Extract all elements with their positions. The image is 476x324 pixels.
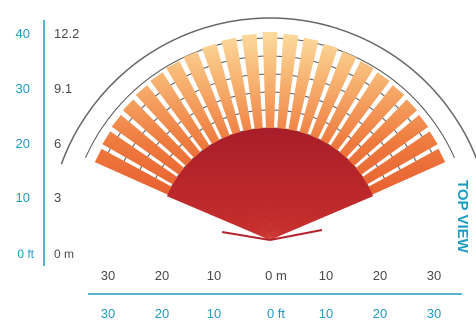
near-beam — [270, 133, 333, 240]
near-beam — [270, 128, 323, 240]
m-tick-label: 30 — [427, 268, 441, 283]
m-tick-label: 10 — [207, 268, 221, 283]
horizontal-scale-m: 30 20 10 0 m 10 20 30 — [101, 268, 441, 283]
m-tick-label: 30 — [101, 268, 115, 283]
horizontal-scale-ft: 30 20 10 0 ft 10 20 30 — [101, 306, 441, 321]
ft-tick-label: 30 — [16, 81, 30, 96]
ft-tick-label: 20 — [16, 136, 30, 151]
m-tick-label: 0 m — [265, 268, 287, 283]
ft-tick-label: 10 — [207, 306, 221, 321]
near-beam — [228, 128, 270, 240]
ft-tick-label: 30 — [427, 306, 441, 321]
m-tick-label: 3 — [54, 190, 61, 205]
near-beam — [172, 162, 270, 240]
ft-tick-label: 30 — [101, 306, 115, 321]
vertical-scale-m: 12.2 9.1 6 3 0 m — [54, 26, 79, 261]
ft-tick-label: 0 ft — [17, 247, 34, 261]
m-tick-label: 9.1 — [54, 81, 72, 96]
m-tick-label: 10 — [319, 268, 333, 283]
near-beam — [263, 128, 277, 240]
near-beam — [270, 128, 312, 240]
near-beam — [161, 182, 270, 240]
near-beam — [207, 133, 270, 240]
near-beam — [270, 146, 352, 240]
near-beam — [188, 146, 270, 240]
m-tick-label: 20 — [373, 268, 387, 283]
ft-tick-label: 0 ft — [267, 306, 285, 321]
near-beam — [239, 128, 270, 240]
ft-tick-label: 20 — [373, 306, 387, 321]
near-beam — [180, 153, 270, 240]
ft-tick-label: 10 — [16, 190, 30, 205]
top-view-label: TOP VIEW — [454, 180, 471, 254]
ft-tick-label: 20 — [155, 306, 169, 321]
near-beam — [270, 171, 374, 240]
ft-tick-label: 40 — [16, 26, 30, 41]
sensor-right-arm — [269, 229, 323, 241]
near-beam — [217, 128, 270, 240]
sensor-left-arm — [221, 231, 271, 241]
near-beam — [197, 139, 270, 240]
near-beam — [270, 153, 360, 240]
m-tick-label: 6 — [54, 136, 61, 151]
near-detection-beams — [161, 128, 379, 240]
near-beam — [270, 182, 379, 240]
m-tick-label: 20 — [155, 268, 169, 283]
vertical-scale-ft: 40 30 20 10 0 ft — [16, 26, 35, 261]
near-beam — [166, 171, 270, 240]
m-tick-label: 12.2 — [54, 26, 79, 41]
outer-range-ring — [60, 17, 476, 165]
near-beam — [270, 139, 343, 240]
near-beam — [270, 162, 368, 240]
ft-tick-label: 10 — [319, 306, 333, 321]
m-tick-label: 0 m — [54, 247, 74, 261]
